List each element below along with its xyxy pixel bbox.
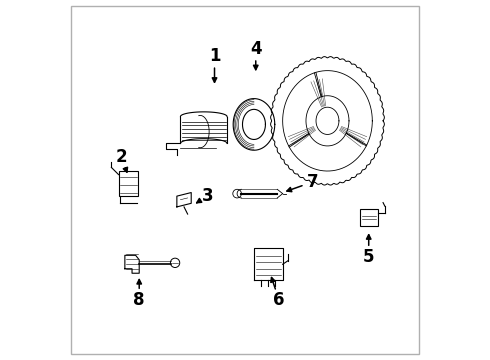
Text: 5: 5 — [363, 248, 374, 266]
Text: 4: 4 — [250, 40, 262, 58]
Text: 3: 3 — [201, 187, 213, 205]
Text: 2: 2 — [116, 148, 127, 166]
Bar — [119, 171, 138, 196]
Text: 6: 6 — [273, 291, 285, 309]
Text: 1: 1 — [209, 47, 221, 65]
Text: 7: 7 — [307, 173, 319, 191]
Text: 8: 8 — [133, 291, 145, 309]
Bar — [360, 209, 378, 226]
